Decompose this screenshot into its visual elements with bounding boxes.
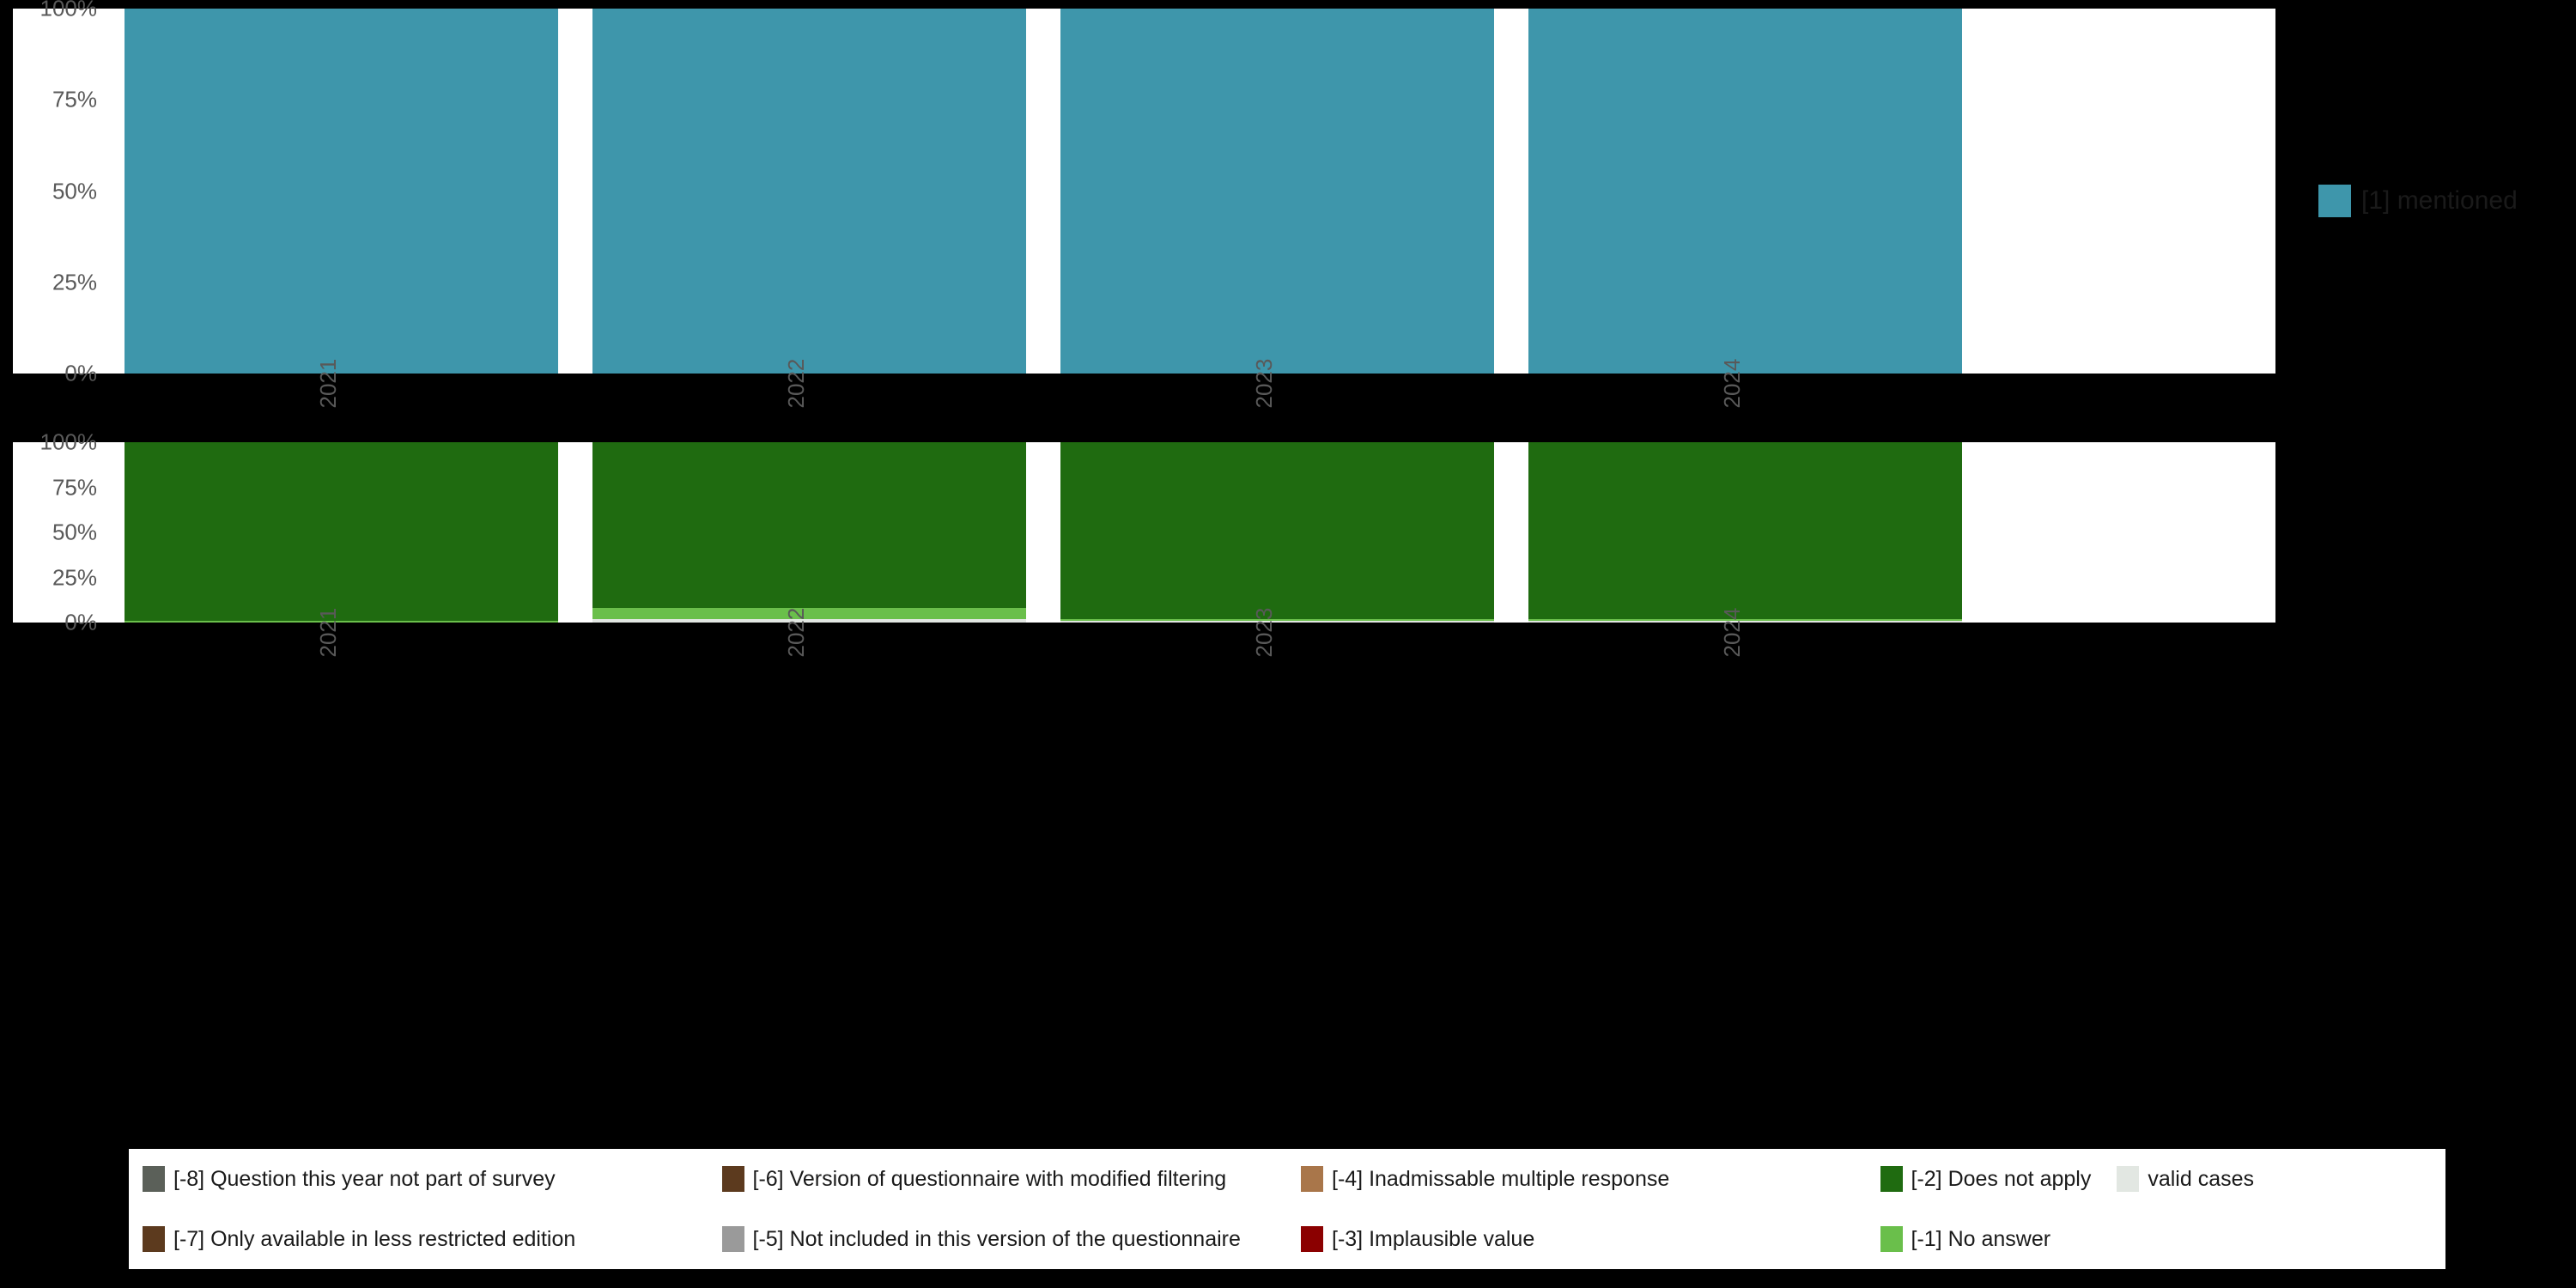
- bar-group-2024-bottom[interactable]: [1511, 442, 1979, 623]
- legend-swatch-q5: [722, 1226, 744, 1252]
- xtick-wrap-2024-bottom: 2024: [1511, 623, 1979, 820]
- bar-2023-does-not-apply[interactable]: [1060, 442, 1494, 619]
- legend-swatch-q1: [1880, 1226, 1903, 1252]
- xtick-label-2023-top: 2023: [1251, 359, 1278, 409]
- ytick-25-b: 25%: [52, 564, 97, 591]
- xtick-wrap-2022-bottom: 2022: [575, 623, 1043, 820]
- legend-item-q3[interactable]: [-3] Implausible value: [1287, 1209, 1867, 1269]
- legend-swatch-mentioned: [2318, 185, 2351, 217]
- legend-label-q5: [-5] Not included in this version of the…: [753, 1227, 1241, 1252]
- xtick-wrap-2023-bottom: 2023: [1043, 623, 1511, 820]
- bar-2021-mentioned[interactable]: [125, 9, 558, 374]
- legend-item-q2[interactable]: [-2] Does not apply valid cases: [1867, 1149, 2446, 1209]
- legend-label-valid: valid cases: [2148, 1167, 2254, 1192]
- bar-group-2021-top[interactable]: [107, 9, 575, 374]
- ytick-100: 100%: [40, 0, 98, 22]
- ytick-100-b: 100%: [40, 429, 98, 456]
- xtick-label-2024-bottom: 2024: [1719, 608, 1746, 658]
- chart-panel-top: 100% 75% 50% 25% 0% 2021 2022 2023 2024: [13, 9, 2275, 374]
- bar-2024-does-not-apply[interactable]: [1528, 442, 1962, 619]
- chart-page: 100% 75% 50% 25% 0% 2021 2022 2023 2024: [0, 0, 2576, 1288]
- legend-label-q2: [-2] Does not apply: [1911, 1167, 2092, 1192]
- legend-panel-main: [-8] Question this year not part of surv…: [129, 1149, 2445, 1269]
- legend-swatch-q6: [722, 1166, 744, 1192]
- legend-label-q4: [-4] Inadmissable multiple response: [1332, 1167, 1669, 1192]
- ytick-75: 75%: [52, 87, 97, 113]
- legend-item-q5[interactable]: [-5] Not included in this version of the…: [708, 1209, 1288, 1269]
- legend-label-q8: [-8] Question this year not part of surv…: [173, 1167, 556, 1192]
- legend-swatch-q3: [1301, 1226, 1323, 1252]
- legend-label-q7: [-7] Only available in less restricted e…: [173, 1227, 575, 1252]
- legend-top-mentioned: [1] mentioned: [2318, 185, 2518, 217]
- legend-label-q1: [-1] No answer: [1911, 1227, 2051, 1252]
- yaxis-labels-top: 100% 75% 50% 25% 0%: [13, 9, 107, 374]
- bar-2024-stack[interactable]: [1528, 442, 1962, 623]
- yaxis-labels-bottom: 100% 75% 50% 25% 0%: [13, 442, 107, 623]
- chart-panel-bottom: 100% 75% 50% 25% 0%: [13, 442, 2275, 623]
- xtick-label-2021-bottom: 2021: [315, 608, 342, 658]
- legend-grid: [-8] Question this year not part of surv…: [129, 1149, 2445, 1269]
- ytick-0-b: 0%: [64, 610, 97, 636]
- bar-2021-stack[interactable]: [125, 442, 558, 623]
- bar-2022-mentioned[interactable]: [592, 9, 1026, 374]
- xtick-label-2022-bottom: 2022: [783, 608, 810, 658]
- bar-2023-mentioned[interactable]: [1060, 9, 1494, 374]
- ytick-50-b: 50%: [52, 519, 97, 546]
- legend-item-q4[interactable]: [-4] Inadmissable multiple response: [1287, 1149, 1867, 1209]
- bar-2023-stack[interactable]: [1060, 442, 1494, 623]
- legend-swatch-q2: [1880, 1166, 1903, 1192]
- ytick-0: 0%: [64, 361, 97, 387]
- xtick-label-2021-top: 2021: [315, 359, 342, 409]
- legend-item-q6[interactable]: [-6] Version of questionnaire with modif…: [708, 1149, 1288, 1209]
- bar-group-2021-bottom[interactable]: [107, 442, 575, 623]
- bar-2021-does-not-apply[interactable]: [125, 442, 558, 621]
- legend-item-q1[interactable]: [-1] No answer: [1867, 1209, 2446, 1269]
- legend-label-q6: [-6] Version of questionnaire with modif…: [753, 1167, 1227, 1192]
- ytick-50: 50%: [52, 178, 97, 204]
- legend-item-q7[interactable]: [-7] Only available in less restricted e…: [129, 1209, 708, 1269]
- bar-2022-stack[interactable]: [592, 442, 1026, 623]
- bar-group-2024-top[interactable]: [1511, 9, 1979, 374]
- bar-group-2022-bottom[interactable]: [575, 442, 1043, 623]
- legend-label-q3: [-3] Implausible value: [1332, 1227, 1534, 1252]
- ytick-75-b: 75%: [52, 474, 97, 501]
- legend-swatch-valid: [2117, 1166, 2139, 1192]
- legend-label-mentioned: [1] mentioned: [2361, 186, 2518, 216]
- bar-group-2023-top[interactable]: [1043, 9, 1511, 374]
- xtick-label-2023-bottom: 2023: [1251, 608, 1278, 658]
- xtick-label-2024-top: 2024: [1719, 359, 1746, 409]
- bar-2024-mentioned[interactable]: [1528, 9, 1962, 374]
- ytick-25: 25%: [52, 269, 97, 295]
- legend-swatch-q7: [143, 1226, 165, 1252]
- legend-swatch-q4: [1301, 1166, 1323, 1192]
- xtick-label-2022-top: 2022: [783, 359, 810, 409]
- legend-item-q8[interactable]: [-8] Question this year not part of surv…: [129, 1149, 708, 1209]
- legend-swatch-q8: [143, 1166, 165, 1192]
- bar-group-2022-top[interactable]: [575, 9, 1043, 374]
- bar-2022-does-not-apply[interactable]: [592, 442, 1026, 608]
- xtick-wrap-2021-bottom: 2021: [107, 623, 575, 820]
- bar-group-2023-bottom[interactable]: [1043, 442, 1511, 623]
